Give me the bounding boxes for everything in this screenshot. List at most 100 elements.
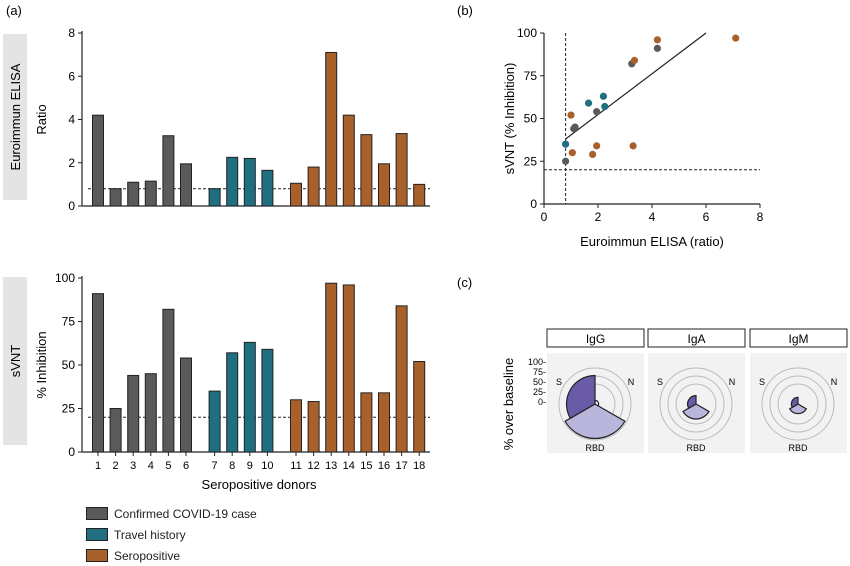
- scatter-point: [589, 150, 597, 159]
- elisa-ytick-label: 6: [68, 69, 75, 83]
- radial-plots: % over baseline IgG S N RBD IgA S N RBD IgM S N RBD 0…: [501, 328, 848, 453]
- svnt-xtick-label: 15: [360, 460, 372, 472]
- scatter-xlabel: Euroimmun ELISA (ratio): [580, 234, 724, 249]
- elisa-bar: [109, 188, 122, 207]
- svnt-bar: [290, 399, 302, 453]
- svnt-bar: [342, 284, 355, 453]
- elisa-bar: [208, 188, 221, 207]
- radial-igg-title: IgG: [586, 332, 605, 346]
- svnt-xtick-label: 17: [395, 460, 407, 472]
- scatter-point: [567, 111, 575, 119]
- elisa-bar-chart: 0 2 4 6 8 Ratio: [34, 26, 430, 213]
- scatter-point: [593, 142, 601, 150]
- svnt-xtick-label: 3: [130, 460, 136, 472]
- svnt-ytick-label: 75: [62, 315, 76, 329]
- svnt-ytick-label: 100: [55, 271, 75, 285]
- side-label-elisa-bg: [3, 34, 27, 200]
- scatter-xtick-label: 6: [703, 210, 710, 224]
- radial-igm-title: IgM: [788, 332, 808, 346]
- radial-igg-gridring: [558, 367, 632, 441]
- radial-iga-gridring: [675, 383, 717, 425]
- radial-rtick-label: 100-: [528, 357, 546, 367]
- radial-rtick-label: 50-: [533, 377, 546, 387]
- legend-swatch-confirmed: [86, 507, 108, 520]
- scatter-point: [653, 36, 662, 44]
- elisa-ylabel: Ratio: [34, 104, 49, 134]
- scatter-point: [571, 123, 579, 131]
- radial-igg-rbd-wedge: [564, 403, 626, 440]
- svnt-xtick-label: 10: [261, 460, 273, 472]
- elisa-bar: [127, 181, 140, 207]
- svnt-xtick-label: 8: [229, 460, 235, 472]
- scatter-point: [584, 99, 593, 107]
- svnt-bar: [307, 401, 320, 453]
- scatter-ytick-label: 50: [524, 112, 538, 126]
- legend-label-confirmed: Confirmed COVID-19 case: [114, 506, 257, 521]
- radial-igg-n-wedge: [594, 399, 600, 407]
- svnt-xtick-label: 14: [343, 460, 355, 472]
- radial-iga-gridring: [667, 375, 725, 433]
- svnt-bar: [325, 282, 338, 453]
- radial-iga-s-wedge: [687, 394, 697, 410]
- scatter-ytick-label: 0: [530, 197, 537, 211]
- svnt-bar: [413, 361, 426, 453]
- svnt-xtick-label: 18: [413, 460, 425, 472]
- elisa-bar: [378, 163, 390, 207]
- radial-igm-rbd-label: RBD: [788, 443, 808, 453]
- elisa-bar: [92, 114, 104, 207]
- legend-item-travel: Travel history: [86, 524, 257, 545]
- svnt-bar: [360, 392, 373, 453]
- elisa-bar: [290, 182, 302, 207]
- side-label-svnt-bg: [3, 277, 27, 445]
- legend-swatch-travel: [86, 528, 108, 541]
- svnt-bar: [144, 373, 157, 453]
- panel-a-label: (a): [6, 3, 22, 18]
- scatter-point: [732, 34, 740, 42]
- scatter-plot: 0 2 4 6 8 0 25 50 75 100 Euroimmun ELISA (ratio) sV…: [502, 26, 764, 249]
- elisa-bar: [226, 156, 239, 207]
- radial-igg-strip: [546, 328, 645, 348]
- svnt-ytick-label: 50: [62, 358, 76, 372]
- legend-label-travel: Travel history: [114, 527, 186, 542]
- radial-rtick-label: 0-: [538, 397, 546, 407]
- radial-igm-strip: [749, 328, 848, 348]
- legend-item-confirmed: Confirmed COVID-19 case: [86, 503, 257, 524]
- panel-b-label: (b): [457, 3, 473, 18]
- elisa-ytick-label: 0: [68, 199, 75, 213]
- svnt-bar: [395, 305, 408, 453]
- scatter-point: [653, 44, 662, 52]
- scatter-xtick-label: 0: [541, 210, 548, 224]
- svnt-xtick-label: 2: [113, 460, 119, 472]
- scatter-point: [601, 102, 609, 111]
- elisa-bar: [144, 180, 157, 207]
- radial-igm-s-label: S: [759, 377, 765, 387]
- svnt-bar: [208, 390, 221, 453]
- scatter-xtick-label: 8: [757, 210, 764, 224]
- svnt-xtick-label: 13: [325, 460, 337, 472]
- scatter-xtick-label: 4: [649, 210, 656, 224]
- radial-ylabel: % over baseline: [501, 358, 516, 451]
- elisa-bar: [162, 135, 175, 207]
- elisa-bar: [180, 163, 192, 207]
- elisa-ytick-label: 4: [68, 113, 75, 127]
- svnt-ytick-label: 0: [68, 445, 75, 459]
- elisa-bar: [360, 134, 373, 207]
- radial-igm-s-wedge: [790, 396, 799, 409]
- side-label-svnt: sVNT: [8, 345, 23, 378]
- svnt-bar: [243, 341, 256, 453]
- radial-igm-n-label: N: [831, 377, 838, 387]
- radial-iga-n-label: N: [729, 377, 736, 387]
- radial-igg-s-label: S: [556, 377, 562, 387]
- radial-rtick-label: 25-: [533, 387, 546, 397]
- radial-iga-s-label: S: [657, 377, 663, 387]
- svnt-bar: [162, 308, 175, 453]
- radial-rtick-label: 75-: [533, 367, 546, 377]
- elisa-bar: [395, 133, 408, 207]
- svnt-bar: [180, 357, 192, 453]
- svnt-bar: [226, 352, 239, 453]
- legend-label-seropositive: Seropositive: [114, 548, 181, 563]
- elisa-bar: [325, 51, 338, 207]
- svnt-bar: [378, 392, 390, 453]
- radial-iga-rbd-wedge: [682, 403, 710, 420]
